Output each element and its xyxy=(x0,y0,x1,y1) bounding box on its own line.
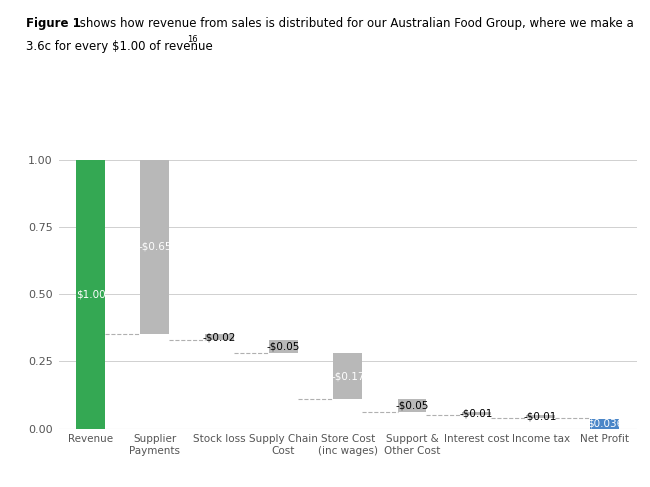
Text: $1.00: $1.00 xyxy=(76,289,105,299)
Text: -$0.17: -$0.17 xyxy=(331,371,365,381)
Text: -$0.05: -$0.05 xyxy=(395,401,429,411)
Bar xyxy=(269,340,298,353)
Text: -$0.01: -$0.01 xyxy=(524,412,557,421)
Text: Figure 1: Figure 1 xyxy=(26,17,81,30)
Text: 3.6c for every $1.00 of revenue: 3.6c for every $1.00 of revenue xyxy=(26,40,213,53)
Bar xyxy=(333,353,362,399)
Text: shows how revenue from sales is distributed for our Australian Food Group, where: shows how revenue from sales is distribu… xyxy=(76,17,634,30)
Bar xyxy=(398,399,426,412)
Bar xyxy=(590,419,619,429)
Bar xyxy=(205,335,233,340)
Bar xyxy=(140,160,170,335)
Text: -$0.02: -$0.02 xyxy=(203,332,236,342)
Bar xyxy=(76,160,105,429)
Text: $0.036: $0.036 xyxy=(587,419,623,429)
Text: -$0.01: -$0.01 xyxy=(460,409,493,419)
Text: .: . xyxy=(193,40,197,53)
Bar xyxy=(462,412,491,415)
Bar xyxy=(526,415,555,418)
Text: -$0.05: -$0.05 xyxy=(266,341,300,352)
Text: -$0.65: -$0.65 xyxy=(138,242,172,252)
Text: 16: 16 xyxy=(187,35,198,44)
